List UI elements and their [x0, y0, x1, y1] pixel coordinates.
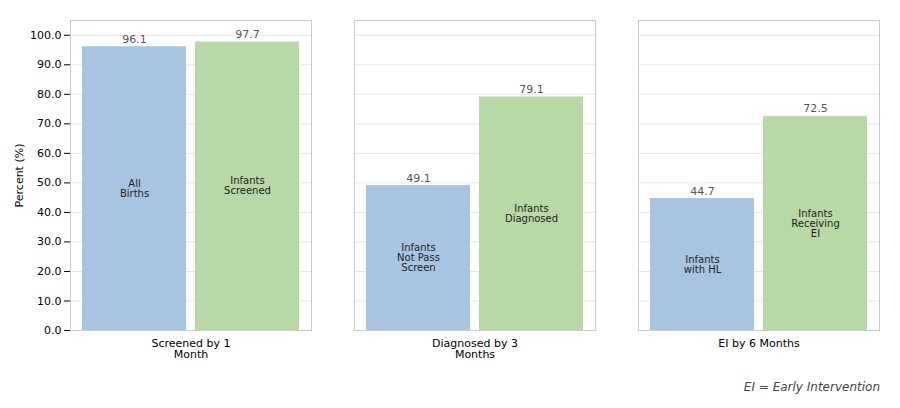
html-text:EI = Early Intervention: EI = Early Intervention — [743, 380, 880, 394]
svg-text:30.0: 30.0 — [37, 235, 62, 248]
svg-text:50.0: 50.0 — [37, 176, 62, 189]
svg-text:97.7: 97.7 — [235, 28, 260, 41]
svg-text:49.1: 49.1 — [406, 172, 431, 185]
svg-text:EI by 6 Months: EI by 6 Months — [718, 337, 800, 350]
svg-text:72.5: 72.5 — [803, 102, 828, 115]
svg-text:InfantsScreened: InfantsScreened — [224, 175, 271, 196]
svg-text:AllBirths: AllBirths — [120, 178, 149, 199]
svg-text:InfantsDiagnosed: InfantsDiagnosed — [505, 203, 558, 224]
svg-text:Infantswith HL: Infantswith HL — [684, 254, 722, 275]
svg-text:80.0: 80.0 — [37, 88, 62, 101]
svg-text:InfantsReceivingEI: InfantsReceivingEI — [791, 208, 839, 239]
svg-text:40.0: 40.0 — [37, 206, 62, 219]
svg-text:Percent (%): Percent (%) — [13, 144, 26, 208]
svg-text:InfantsNot PassScreen: InfantsNot PassScreen — [397, 242, 440, 273]
svg-text:79.1: 79.1 — [519, 83, 544, 96]
svg-text:0.0: 0.0 — [44, 324, 62, 337]
svg-text:10.0: 10.0 — [37, 294, 62, 307]
svg-text:96.1: 96.1 — [122, 33, 147, 46]
svg-text:Screened by 1Month: Screened by 1Month — [151, 337, 230, 361]
svg-text:70.0: 70.0 — [37, 117, 62, 130]
svg-text:Diagnosed by 3Months: Diagnosed by 3Months — [432, 337, 518, 361]
svg-text:60.0: 60.0 — [37, 147, 62, 160]
svg-text:100.0: 100.0 — [30, 29, 62, 42]
svg-text:44.7: 44.7 — [690, 185, 715, 198]
svg-text:90.0: 90.0 — [37, 58, 62, 71]
svg-text:20.0: 20.0 — [37, 265, 62, 278]
